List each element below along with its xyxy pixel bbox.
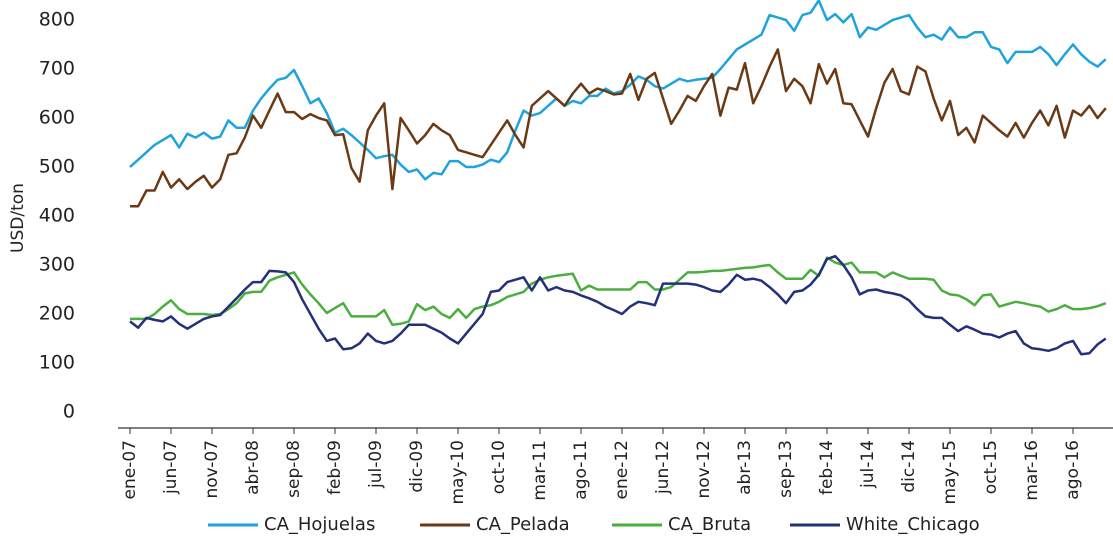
y-tick-label: 500 [39,156,75,178]
legend-label: CA_Pelada [476,514,570,535]
series-line [129,254,1107,356]
legend-label: White_Chicago [846,514,980,535]
x-tick-label: jul-09 [366,440,386,489]
x-tick-label: feb-14 [817,440,837,495]
x-tick-label: dic-14 [899,440,919,493]
y-axis-label: USD/ton [8,183,28,253]
x-tick-label: ene-12 [612,440,632,499]
series-line [130,256,1107,327]
x-tick-label: ago-16 [1063,440,1083,500]
y-tick-label: 0 [63,401,75,423]
y-tick-label: 100 [39,352,75,374]
x-tick-label: mar-16 [1022,440,1042,501]
series-line [130,48,1107,208]
x-tick-label: oct-10 [489,440,509,494]
x-tick-label: sep-13 [776,440,796,498]
x-tick-label: ene-07 [120,440,140,499]
x-tick-label: abr-13 [735,440,755,495]
x-tick-label: jun-07 [161,440,181,495]
x-tick-label: ago-11 [571,440,591,500]
y-tick-label: 800 [39,9,75,31]
y-tick-label: 400 [39,205,75,227]
y-tick-label: 600 [39,107,75,129]
x-tick-label: nov-07 [202,440,222,499]
series-line [129,0,1107,181]
x-tick-label: sep-08 [284,440,304,498]
x-tick-label: jun-12 [653,440,673,495]
x-tick-label: dic-09 [407,440,427,493]
x-tick-label: mar-11 [530,440,550,501]
y-tick-label: 700 [39,58,75,80]
x-tick-label: abr-08 [243,440,263,495]
x-tick-label: may-10 [448,440,468,505]
legend-label: CA_Bruta [668,514,751,535]
x-tick-label: feb-09 [325,440,345,495]
y-tick-label: 300 [39,254,75,276]
x-tick-label: nov-12 [694,440,714,499]
legend-label: CA_Hojuelas [264,514,375,535]
x-tick-label: may-15 [940,440,960,505]
x-tick-label: jul-14 [858,440,878,489]
x-tick-label: oct-15 [981,440,1001,494]
y-tick-label: 200 [39,303,75,325]
